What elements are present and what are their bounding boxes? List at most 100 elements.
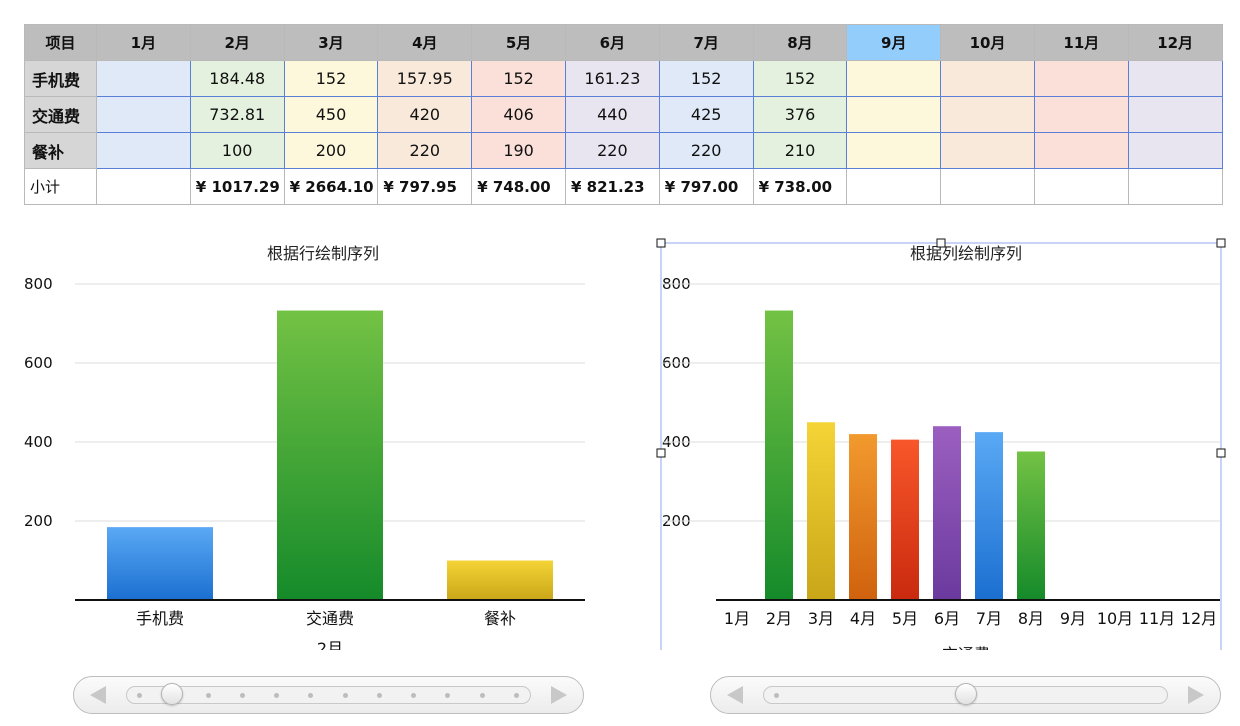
table-cell[interactable]: 440 bbox=[564, 96, 660, 133]
bar[interactable] bbox=[975, 432, 1003, 600]
row-label[interactable]: 手机费 bbox=[24, 60, 97, 97]
bar[interactable] bbox=[447, 560, 553, 601]
table-cell[interactable] bbox=[940, 132, 1035, 169]
header-month[interactable]: 6月 bbox=[564, 24, 660, 61]
table-cell[interactable]: 406 bbox=[471, 96, 566, 133]
table-cell[interactable]: 200 bbox=[283, 132, 379, 169]
column-series-chart[interactable]: 根据列绘制序列200400600800交通费1月2月3月4月5月6月7月8月9月… bbox=[620, 230, 1240, 650]
row-series-slider[interactable] bbox=[73, 676, 584, 714]
header-item[interactable]: 项目 bbox=[24, 24, 97, 61]
header-month[interactable]: 3月 bbox=[283, 24, 379, 61]
bar[interactable] bbox=[849, 434, 877, 600]
column-series-slider[interactable] bbox=[710, 676, 1221, 714]
total-cell[interactable] bbox=[96, 168, 191, 205]
header-month[interactable]: 5月 bbox=[471, 24, 566, 61]
table-cell[interactable]: 161.23 bbox=[564, 60, 660, 97]
header-month[interactable]: 12月 bbox=[1127, 24, 1223, 61]
bar[interactable] bbox=[891, 439, 919, 600]
bar[interactable] bbox=[933, 426, 961, 600]
total-cell[interactable]: ¥ 738.00 bbox=[752, 168, 848, 205]
slider-step-dot[interactable] bbox=[274, 693, 280, 698]
table-cell[interactable]: 190 bbox=[471, 132, 566, 169]
header-month[interactable]: 2月 bbox=[189, 24, 285, 61]
slider-knob[interactable] bbox=[954, 683, 977, 705]
table-cell[interactable]: 157.95 bbox=[377, 60, 473, 97]
header-month[interactable]: 11月 bbox=[1033, 24, 1129, 61]
header-month[interactable]: 4月 bbox=[377, 24, 473, 61]
table-cell[interactable] bbox=[846, 132, 942, 169]
table-cell[interactable]: 220 bbox=[658, 132, 754, 169]
slider-next-arrow-icon[interactable] bbox=[551, 686, 567, 704]
bar[interactable] bbox=[807, 422, 835, 600]
bar[interactable] bbox=[277, 310, 383, 600]
total-cell[interactable]: ¥ 2664.10 bbox=[283, 168, 379, 205]
slider-step-dot[interactable] bbox=[205, 693, 211, 698]
table-cell[interactable] bbox=[96, 132, 191, 169]
slider-step-dot[interactable] bbox=[514, 693, 519, 698]
table-cell[interactable]: 210 bbox=[752, 132, 848, 169]
slider-step-dot[interactable] bbox=[137, 693, 142, 698]
resize-handle[interactable] bbox=[1216, 448, 1226, 458]
header-month[interactable]: 1月 bbox=[96, 24, 191, 61]
header-month[interactable]: 8月 bbox=[752, 24, 848, 61]
table-cell[interactable] bbox=[1033, 60, 1129, 97]
slider-next-arrow-icon[interactable] bbox=[1188, 686, 1204, 704]
total-cell[interactable]: ¥ 821.23 bbox=[564, 168, 660, 205]
slider-step-dot[interactable] bbox=[239, 693, 245, 698]
resize-handle[interactable] bbox=[656, 238, 666, 248]
table-cell[interactable] bbox=[846, 60, 942, 97]
slider-knob[interactable] bbox=[161, 683, 184, 705]
total-cell[interactable]: ¥ 748.00 bbox=[471, 168, 566, 205]
table-cell[interactable]: 425 bbox=[658, 96, 754, 133]
table-cell[interactable]: 152 bbox=[658, 60, 754, 97]
bar[interactable] bbox=[765, 310, 793, 600]
table-cell[interactable]: 732.81 bbox=[189, 96, 285, 133]
table-cell[interactable] bbox=[1127, 60, 1223, 97]
total-label[interactable]: 小计 bbox=[24, 168, 97, 205]
slider-step-dot[interactable] bbox=[411, 693, 417, 698]
table-cell[interactable]: 152 bbox=[752, 60, 848, 97]
total-cell[interactable] bbox=[846, 168, 942, 205]
header-month[interactable]: 9月 bbox=[846, 24, 942, 61]
total-cell[interactable] bbox=[1127, 168, 1223, 205]
header-month[interactable]: 10月 bbox=[940, 24, 1035, 61]
slider-prev-arrow-icon[interactable] bbox=[90, 686, 106, 704]
header-month[interactable]: 7月 bbox=[658, 24, 754, 61]
total-cell[interactable]: ¥ 797.00 bbox=[658, 168, 754, 205]
table-cell[interactable] bbox=[1127, 132, 1223, 169]
slider-prev-arrow-icon[interactable] bbox=[727, 686, 743, 704]
table-cell[interactable]: 184.48 bbox=[189, 60, 285, 97]
table-cell[interactable] bbox=[940, 96, 1035, 133]
table-cell[interactable] bbox=[846, 96, 942, 133]
slider-track[interactable] bbox=[126, 683, 531, 705]
slider-step-dot[interactable] bbox=[774, 693, 779, 698]
row-label[interactable]: 餐补 bbox=[24, 132, 97, 169]
table-cell[interactable] bbox=[96, 96, 191, 133]
total-cell[interactable]: ¥ 1017.29 bbox=[189, 168, 285, 205]
resize-handle[interactable] bbox=[936, 238, 946, 248]
slider-step-dot[interactable] bbox=[479, 693, 485, 698]
bar[interactable] bbox=[1017, 451, 1045, 600]
table-cell[interactable]: 152 bbox=[283, 60, 379, 97]
table-cell[interactable] bbox=[96, 60, 191, 97]
table-cell[interactable] bbox=[1033, 96, 1129, 133]
slider-step-dot[interactable] bbox=[308, 693, 314, 698]
resize-handle[interactable] bbox=[656, 448, 666, 458]
table-cell[interactable]: 152 bbox=[471, 60, 566, 97]
table-cell[interactable]: 376 bbox=[752, 96, 848, 133]
table-cell[interactable]: 220 bbox=[564, 132, 660, 169]
total-cell[interactable] bbox=[1033, 168, 1129, 205]
table-cell[interactable]: 100 bbox=[189, 132, 285, 169]
row-series-chart[interactable]: 根据行绘制序列 200 400 600 800 手机费 交通费 餐补 2月 bbox=[0, 230, 620, 650]
slider-step-dot[interactable] bbox=[376, 693, 382, 698]
table-cell[interactable] bbox=[940, 60, 1035, 97]
row-label[interactable]: 交通费 bbox=[24, 96, 97, 133]
resize-handle[interactable] bbox=[1216, 238, 1226, 248]
table-cell[interactable]: 420 bbox=[377, 96, 473, 133]
table-cell[interactable] bbox=[1127, 96, 1223, 133]
total-cell[interactable] bbox=[940, 168, 1035, 205]
total-cell[interactable]: ¥ 797.95 bbox=[377, 168, 473, 205]
bar[interactable] bbox=[107, 527, 213, 600]
table-cell[interactable] bbox=[1033, 132, 1129, 169]
slider-step-dot[interactable] bbox=[445, 693, 451, 698]
